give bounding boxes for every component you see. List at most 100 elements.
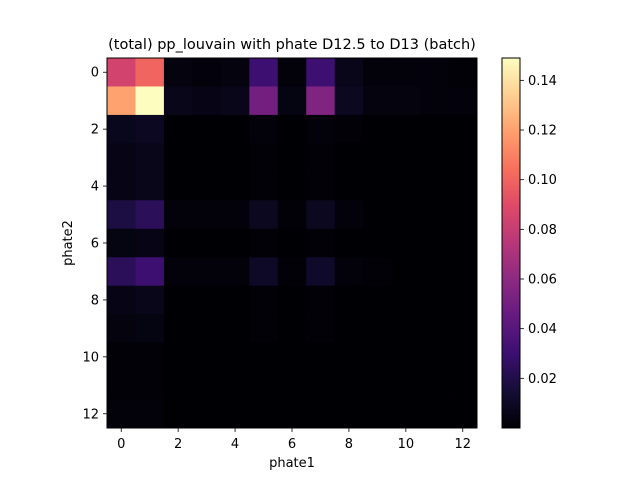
heatmap-cell bbox=[334, 171, 364, 201]
heatmap-cell bbox=[107, 200, 136, 230]
heatmap-cell bbox=[107, 314, 136, 344]
heatmap-cell bbox=[363, 86, 393, 116]
heatmap-cell bbox=[306, 228, 336, 258]
colorbar-tick-label: 0.04 bbox=[528, 322, 557, 337]
heatmap-cell bbox=[363, 200, 393, 230]
heatmap-cell bbox=[334, 114, 364, 144]
heatmap-cell bbox=[192, 342, 222, 372]
heatmap-cell bbox=[306, 58, 336, 87]
heatmap-cell bbox=[277, 314, 307, 344]
heatmap-cell bbox=[249, 200, 279, 230]
y-tick-label: 6 bbox=[91, 237, 99, 252]
heatmap-cell bbox=[391, 314, 421, 344]
heatmap-cell bbox=[135, 143, 165, 173]
heatmap-cell bbox=[135, 314, 165, 344]
heatmap-cell bbox=[448, 200, 478, 230]
heatmap-cell bbox=[107, 171, 136, 201]
heatmap-cell bbox=[306, 399, 336, 429]
heatmap-cell bbox=[220, 200, 250, 230]
heatmap-cell bbox=[306, 371, 336, 400]
heatmap-cell bbox=[363, 314, 393, 344]
heatmap-cell bbox=[306, 314, 336, 344]
heatmap-cell bbox=[163, 342, 193, 372]
heatmap-cell bbox=[220, 58, 250, 87]
heatmap-cell bbox=[249, 285, 279, 315]
heatmap-cell bbox=[135, 200, 165, 230]
heatmap-cell bbox=[277, 58, 307, 87]
heatmap-cell bbox=[107, 257, 136, 287]
heatmap-cell bbox=[220, 257, 250, 287]
heatmap-cell bbox=[277, 86, 307, 116]
heatmap-cell bbox=[363, 58, 393, 87]
heatmap-cell bbox=[220, 399, 250, 429]
heatmap-cell bbox=[192, 371, 222, 400]
heatmap-cell bbox=[192, 114, 222, 144]
heatmap-cell bbox=[391, 257, 421, 287]
heatmap-cell bbox=[107, 285, 136, 315]
heatmap-cell bbox=[277, 257, 307, 287]
heatmap-cell bbox=[277, 200, 307, 230]
heatmap-cell bbox=[334, 200, 364, 230]
heatmap-cell bbox=[448, 257, 478, 287]
heatmap-cell bbox=[420, 257, 449, 287]
x-axis: 0 2 4 6 8 10 12 bbox=[117, 428, 471, 452]
heatmap-cell bbox=[192, 143, 222, 173]
colorbar-tick-label: 0.10 bbox=[528, 173, 557, 188]
colorbar-tick-label: 0.02 bbox=[528, 372, 557, 387]
colorbar-tick-label: 0.12 bbox=[528, 124, 557, 139]
heatmap-cell bbox=[391, 399, 421, 429]
heatmap-cell bbox=[249, 257, 279, 287]
colorbar-axis: 0.02 0.04 0.06 0.08 0.10 0.12 0.14 bbox=[520, 74, 557, 387]
heatmap-cell bbox=[448, 114, 478, 144]
heatmap-cell bbox=[306, 200, 336, 230]
heatmap-cell bbox=[135, 114, 165, 144]
heatmap-cell bbox=[391, 342, 421, 372]
heatmap-cell bbox=[334, 228, 364, 258]
y-axis: 0 2 4 6 8 10 12 bbox=[82, 66, 107, 422]
heatmap-cell bbox=[334, 58, 364, 87]
heatmap-cell bbox=[249, 399, 279, 429]
heatmap-cell bbox=[420, 399, 449, 429]
heatmap-cell bbox=[220, 314, 250, 344]
heatmap-cell bbox=[391, 285, 421, 315]
heatmap-cell bbox=[163, 314, 193, 344]
y-tick-label: 12 bbox=[82, 407, 99, 422]
heatmap-cell bbox=[391, 371, 421, 400]
heatmap-cell bbox=[448, 399, 478, 429]
heatmap-cell bbox=[306, 143, 336, 173]
heatmap-cell bbox=[135, 371, 165, 400]
heatmap-cell bbox=[363, 342, 393, 372]
heatmap-cell bbox=[249, 171, 279, 201]
heatmap-cell bbox=[391, 58, 421, 87]
heatmap-cell bbox=[391, 114, 421, 144]
heatmap-cell bbox=[334, 86, 364, 116]
heatmap-cell bbox=[334, 399, 364, 429]
chart-title: (total) pp_louvain with phate D12.5 to D… bbox=[108, 37, 476, 53]
heatmap-cell bbox=[249, 58, 279, 87]
heatmap-cell bbox=[420, 114, 449, 144]
heatmap-cell bbox=[334, 143, 364, 173]
heatmap-cell bbox=[135, 86, 165, 116]
heatmap-cell bbox=[391, 200, 421, 230]
heatmap-cell bbox=[163, 114, 193, 144]
heatmap-cell bbox=[163, 399, 193, 429]
heatmap-cell bbox=[163, 228, 193, 258]
heatmap-cell bbox=[277, 285, 307, 315]
heatmap-cell bbox=[363, 171, 393, 201]
heatmap-cell bbox=[192, 171, 222, 201]
heatmap-cell bbox=[334, 371, 364, 400]
heatmap-cell bbox=[107, 58, 136, 87]
y-tick-label: 2 bbox=[91, 123, 99, 138]
heatmap-cell bbox=[249, 114, 279, 144]
heatmap-cell bbox=[420, 171, 449, 201]
heatmap-cell bbox=[448, 342, 478, 372]
heatmap-cell bbox=[420, 58, 449, 87]
heatmap-cell bbox=[220, 143, 250, 173]
heatmap-cell bbox=[306, 114, 336, 144]
heatmap-cell bbox=[220, 342, 250, 372]
heatmap-cell bbox=[277, 143, 307, 173]
heatmap-cell bbox=[163, 257, 193, 287]
heatmap-cell bbox=[306, 285, 336, 315]
x-tick-label: 10 bbox=[398, 437, 415, 452]
heatmap-cell bbox=[107, 228, 136, 258]
